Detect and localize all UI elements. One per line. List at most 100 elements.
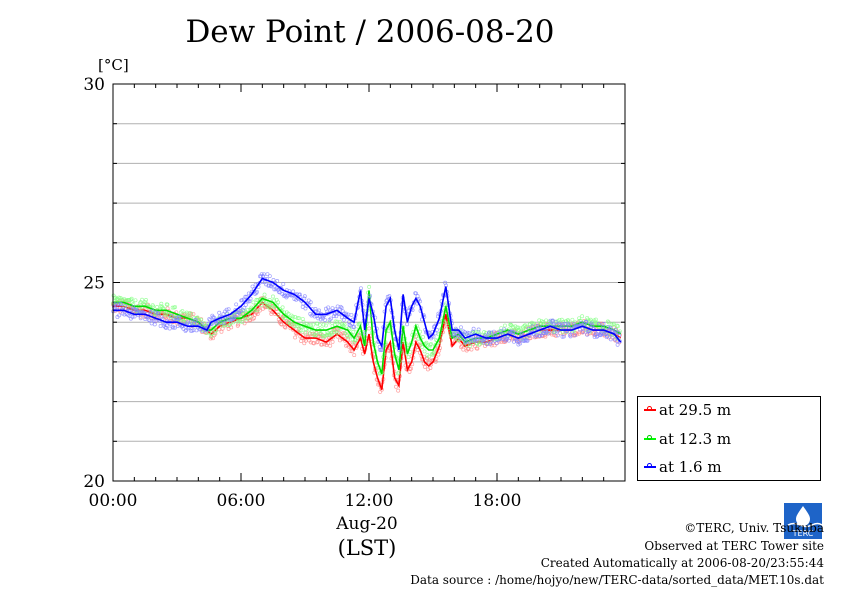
data-point [589,321,594,326]
data-point [247,314,252,319]
data-point [348,349,353,353]
data-point [346,337,350,342]
data-point [483,333,488,338]
data-point [158,324,163,328]
data-point [586,319,591,324]
data-point [357,321,362,326]
data-point [396,388,401,393]
chart-title: Dew Point / 2006-08-20 [185,14,555,50]
data-point [487,330,492,335]
legend-label: at 12.3 m [659,430,732,448]
data-point [224,307,229,312]
data-point [386,329,391,334]
data-point [597,321,601,326]
legend-green-marker-icon [644,435,656,440]
data-point [182,317,187,322]
data-point [287,321,292,326]
data-point [173,325,177,330]
data-point [242,305,247,310]
data-point [353,337,357,342]
data-point [384,298,389,303]
series-layer [110,272,622,394]
data-point [432,350,437,355]
data-point [351,325,356,330]
data-point [606,320,611,325]
data-point [254,289,259,294]
y-tick-label: 20 [83,472,105,492]
data-point [548,318,553,323]
data-point [416,297,421,302]
data-point [570,317,575,322]
data-point [397,370,401,375]
legend-red-marker-icon [644,406,656,411]
data-point [452,334,457,339]
data-point [329,332,334,337]
data-point [222,320,227,325]
legend-item-29-5m: at 29.5 m [644,401,731,419]
data-point [282,324,287,329]
data-point [568,334,573,339]
data-point [309,332,314,336]
y-tick-label: 25 [83,274,105,294]
data-point [458,336,463,341]
data-point [315,340,319,345]
data-point [312,314,317,319]
data-point [153,319,158,324]
data-point [276,300,281,305]
data-point [553,333,558,338]
data-point [117,313,122,318]
data-point [208,318,213,322]
data-point [558,331,563,336]
data-point [577,331,581,336]
data-point [476,327,481,332]
data-point [265,272,270,277]
credit-created: Created Automatically at 2006-08-20/23:5… [540,556,824,570]
data-point [471,326,476,331]
data-point [208,334,213,338]
data-point [474,339,479,343]
data-point [352,324,356,329]
data-point [415,294,420,299]
data-point [421,335,425,339]
data-point [526,326,531,331]
data-point [537,333,542,338]
data-point [580,314,585,319]
data-point [297,328,302,333]
data-point [502,323,507,328]
data-point [243,302,248,307]
data-point [314,332,319,337]
data-point [317,308,322,313]
data-point [475,346,480,351]
data-point [164,311,168,316]
data-point [339,305,344,310]
data-point [615,323,620,328]
data-point [131,305,135,310]
axis-ticks: 20 25 30 00:00 06:00 12:00 18:00 [83,75,626,511]
data-point [436,352,441,357]
data-point [342,322,347,327]
data-point [151,304,156,309]
data-point [467,331,472,336]
data-point [355,336,360,341]
data-point [472,339,477,344]
data-point [262,292,267,297]
data-point [461,347,466,352]
data-point [553,319,558,324]
data-point [258,274,263,279]
data-point [138,316,143,321]
data-point [297,292,302,297]
data-point [193,318,198,323]
data-point [604,335,609,339]
data-point [422,349,427,354]
data-point [303,338,308,343]
data-point [517,339,522,344]
data-point [573,333,578,338]
data-point [311,333,316,338]
data-point [320,342,324,347]
data-point [502,327,507,332]
data-point [271,277,276,282]
data-point [251,300,256,305]
data-point [406,355,411,360]
data-point [281,282,286,287]
data-point [180,309,185,314]
